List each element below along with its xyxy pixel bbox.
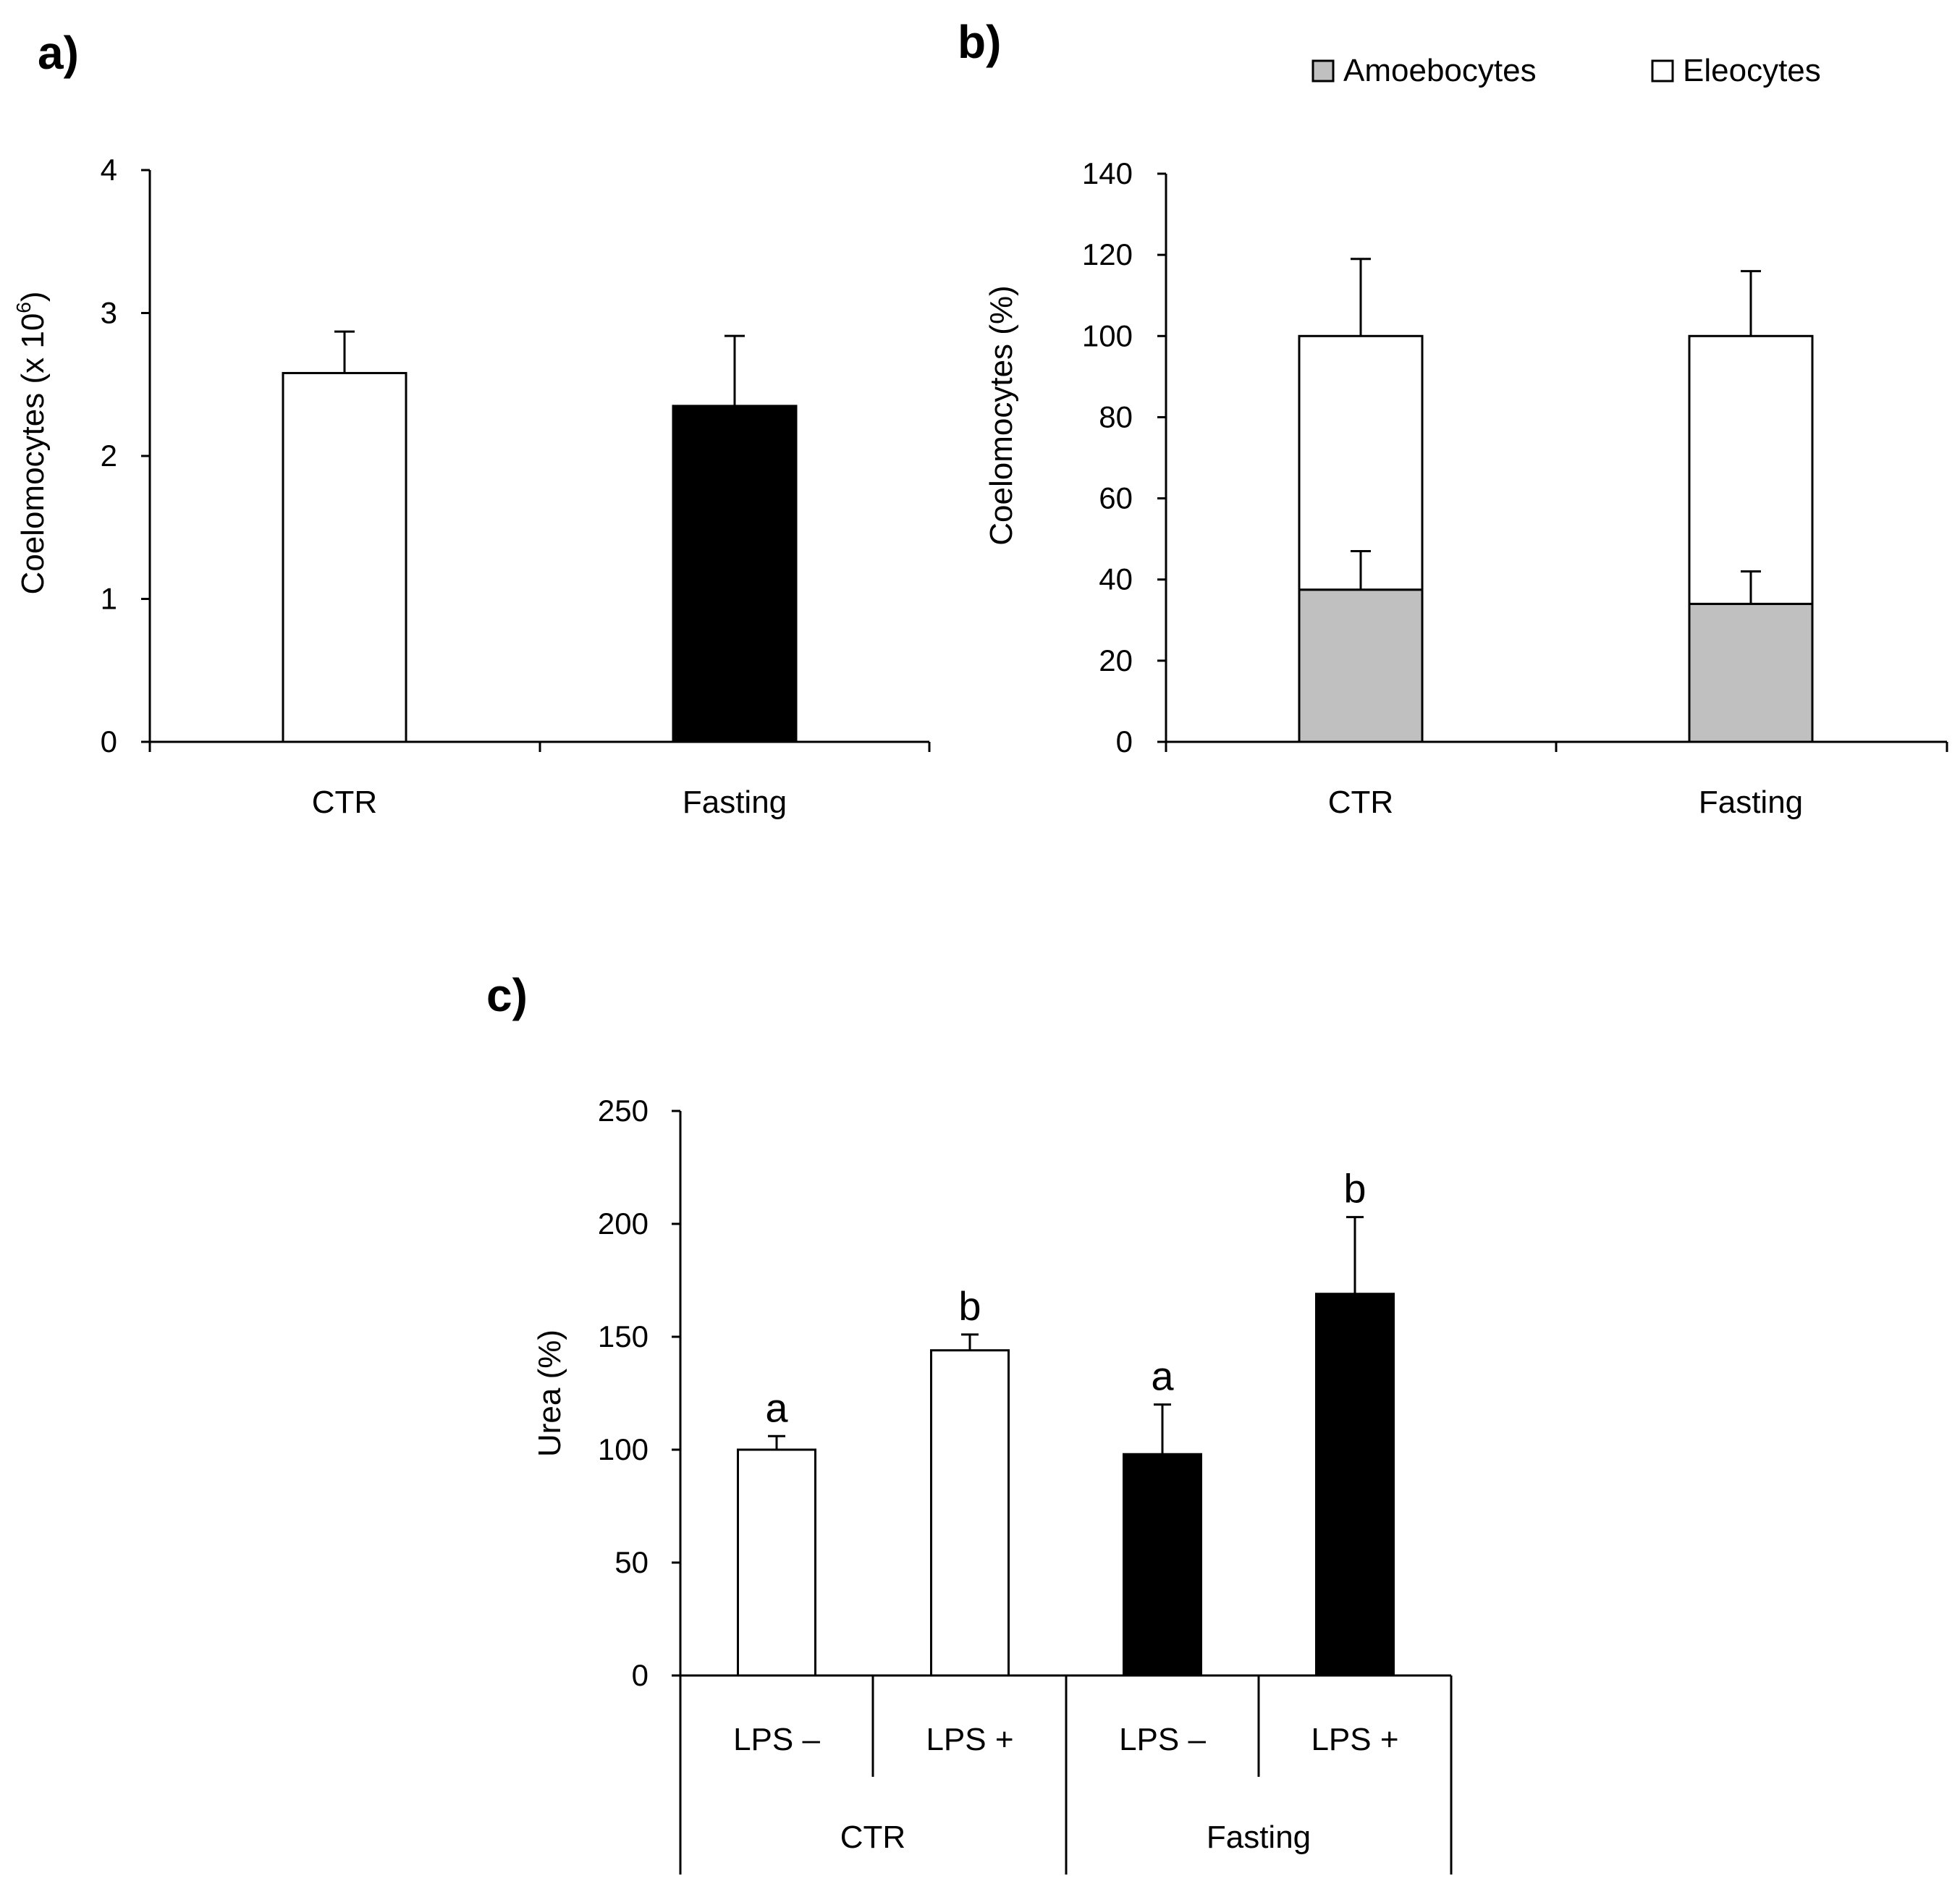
panel-a-y-axis-title-close: ): [15, 291, 51, 302]
panel-b-x-ticks: [1165, 742, 1948, 752]
y-tick-label: 0: [632, 1658, 649, 1692]
bar-eleocytes-fasting: [1688, 334, 1814, 605]
panel-c-group-fasting: Fasting: [1207, 1820, 1311, 1855]
panel-a-label: a): [38, 27, 79, 79]
panel-c-y-axis-title: Urea (%): [532, 1330, 567, 1457]
panel-b-legend: Amoebocytes Eleocytes: [1311, 53, 1821, 88]
panel-a-y-ticks: 0 1 2 3 4: [101, 153, 150, 758]
panel-a-error-bars: [334, 330, 745, 406]
panel-c-category-fasting-lps-minus: LPS –: [1119, 1722, 1206, 1757]
y-tick-label: 20: [1099, 643, 1133, 677]
y-tick-label: 0: [1116, 724, 1133, 758]
y-tick-label: 100: [598, 1432, 649, 1466]
panel-c-group-ctr: CTR: [840, 1820, 905, 1855]
significance-letter: a: [765, 1385, 788, 1430]
panel-c-bars: [737, 1293, 1395, 1677]
y-tick-label: 50: [614, 1545, 649, 1579]
panel-a-y-axis-title-main: Coelomocytes (x 10: [15, 313, 51, 595]
y-tick-label: 80: [1099, 400, 1133, 434]
panel-c-category-table: [679, 1675, 1453, 1875]
y-tick-label: 0: [101, 724, 117, 758]
significance-letter: b: [1343, 1166, 1366, 1212]
panel-c: c) Urea (%) 0 50 100 150 200 250 a b a b LPS – L…: [486, 969, 1453, 1875]
y-tick-label: 3: [101, 296, 117, 330]
y-tick-label: 120: [1082, 237, 1133, 271]
panel-c-category-ctr-lps-plus: LPS +: [926, 1722, 1013, 1757]
panel-a-category-fasting: Fasting: [683, 785, 787, 820]
panel-a-bars: [282, 371, 798, 743]
bar-urea-0: [737, 1448, 816, 1677]
panel-c-y-ticks: 0 50 100 150 200 250: [598, 1094, 680, 1692]
bar-ctr: [282, 371, 407, 743]
y-tick-label: 1: [101, 582, 117, 616]
bar-eleocytes-ctr: [1298, 334, 1424, 591]
panel-c-category-ctr-lps-minus: LPS –: [733, 1722, 820, 1757]
panel-c-error-bars: [768, 1216, 1364, 1455]
legend-label-amoebocytes: Amoebocytes: [1343, 53, 1537, 88]
bar-amoebocytes-ctr: [1298, 588, 1424, 743]
y-tick-label: 140: [1082, 156, 1133, 190]
y-tick-label: 200: [598, 1206, 649, 1241]
panel-a-y-axis-title: Coelomocytes (x 106): [12, 291, 51, 594]
legend-label-eleocytes: Eleocytes: [1683, 53, 1821, 88]
panel-a-y-axis-title-superscript: 6: [12, 302, 35, 313]
panel-b-category-ctr: CTR: [1328, 785, 1393, 820]
panel-b-label: b): [958, 16, 1001, 68]
y-tick-label: 60: [1099, 481, 1133, 515]
significance-letter: a: [1151, 1353, 1174, 1399]
panel-a-x-ticks: [148, 742, 931, 752]
panel-a: a) Coelomocytes (x 106) 0 1 2 3 4 CTR Fastin…: [12, 27, 931, 820]
y-tick-label: 150: [598, 1319, 649, 1353]
legend-swatch-eleocytes: [1651, 59, 1674, 83]
y-tick-label: 40: [1099, 562, 1133, 596]
bar-urea-3: [1315, 1293, 1395, 1677]
panel-b: b) Amoebocytes Eleocytes Coelomocytes (%…: [958, 16, 1948, 820]
y-tick-label: 250: [598, 1094, 649, 1128]
bar-amoebocytes-fasting: [1688, 602, 1814, 743]
panel-c-label: c): [486, 969, 528, 1021]
panel-a-category-ctr: CTR: [312, 785, 377, 820]
y-tick-label: 100: [1082, 318, 1133, 352]
panel-b-y-ticks: 0 20 40 60 80 100 120 140: [1082, 156, 1166, 758]
panel-c-significance-letters: a b a b: [765, 1166, 1366, 1431]
significance-letter: b: [958, 1283, 981, 1329]
panel-c-category-fasting-lps-plus: LPS +: [1311, 1722, 1398, 1757]
bar-fasting: [672, 405, 798, 743]
panel-b-error-bars: [1351, 258, 1761, 604]
bar-urea-2: [1123, 1453, 1202, 1677]
panel-b-y-axis-title: Coelomocytes (%): [984, 285, 1019, 545]
bar-urea-1: [930, 1349, 1010, 1677]
legend-swatch-amoebocytes: [1311, 59, 1335, 83]
panel-b-bars: [1298, 334, 1814, 743]
y-tick-label: 2: [101, 439, 117, 473]
panel-b-category-fasting: Fasting: [1699, 785, 1803, 820]
y-tick-label: 4: [101, 153, 117, 187]
